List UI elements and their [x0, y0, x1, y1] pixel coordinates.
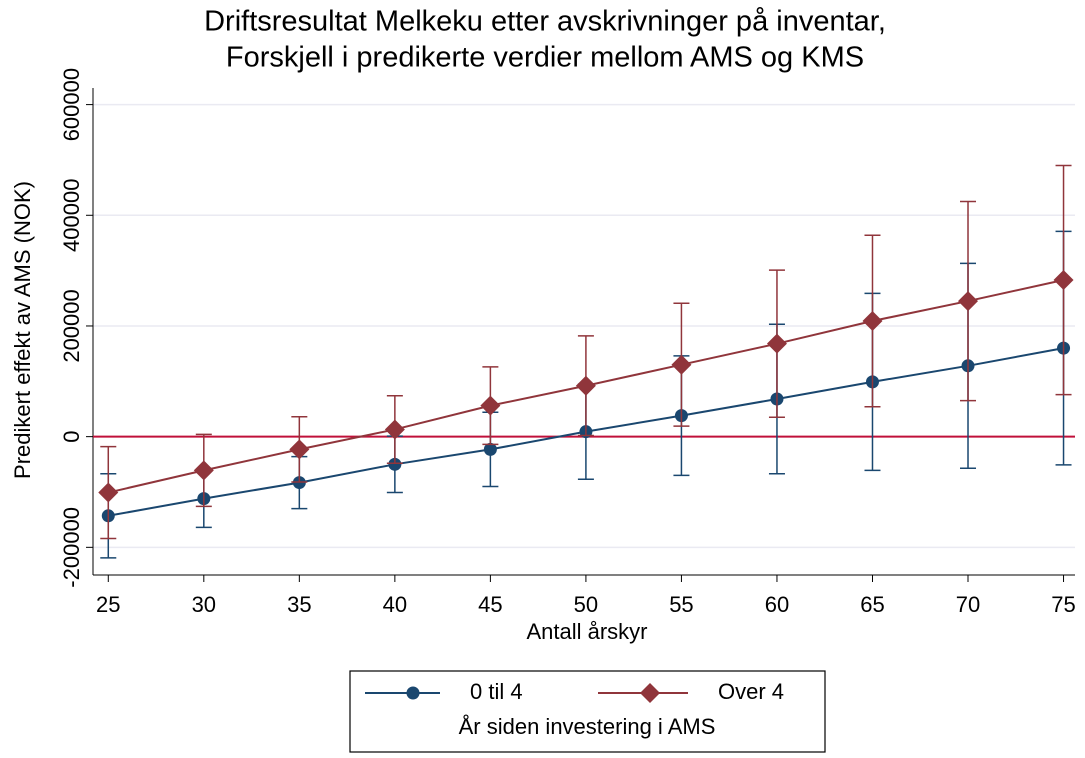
x-tick-label: 65	[860, 592, 884, 617]
marker	[98, 482, 119, 503]
chart-title: Forskjell i predikerte verdier mellom AM…	[226, 42, 864, 74]
marker	[671, 354, 692, 375]
legend-marker	[406, 686, 420, 700]
legend-label: 0 til 4	[470, 679, 523, 704]
chart-title: Driftsresultat Melkeku etter avskrivning…	[204, 6, 886, 38]
legend-title: År siden investering i AMS	[459, 714, 716, 739]
marker	[388, 457, 402, 471]
x-tick-label: 50	[574, 592, 598, 617]
marker	[862, 310, 883, 331]
x-tick-label: 55	[669, 592, 693, 617]
x-tick-label: 35	[287, 592, 311, 617]
x-tick-label: 75	[1051, 592, 1075, 617]
marker	[483, 442, 497, 456]
x-axis-label: Antall årskyr	[526, 619, 647, 644]
y-axis-label: Predikert effekt av AMS (NOK)	[10, 181, 35, 479]
marker	[575, 375, 596, 396]
x-tick-label: 30	[192, 592, 216, 617]
y-tick-label: 400000	[59, 179, 84, 252]
y-tick-label: 0	[59, 431, 84, 443]
y-tick-label: 600000	[59, 68, 84, 141]
marker	[193, 460, 214, 481]
x-tick-label: 25	[96, 592, 120, 617]
x-tick-label: 45	[478, 592, 502, 617]
legend-marker	[640, 683, 660, 703]
y-tick-label: -200000	[59, 507, 84, 588]
marker	[480, 395, 501, 416]
legend-box	[349, 670, 826, 753]
y-tick-label: 200000	[59, 289, 84, 362]
x-tick-label: 60	[765, 592, 789, 617]
marker	[289, 439, 310, 460]
marker	[1053, 270, 1074, 291]
x-tick-label: 40	[383, 592, 407, 617]
x-tick-label: 70	[956, 592, 980, 617]
marker	[766, 333, 787, 354]
marker	[958, 291, 979, 312]
legend-label: Over 4	[718, 679, 784, 704]
marker	[384, 419, 405, 440]
